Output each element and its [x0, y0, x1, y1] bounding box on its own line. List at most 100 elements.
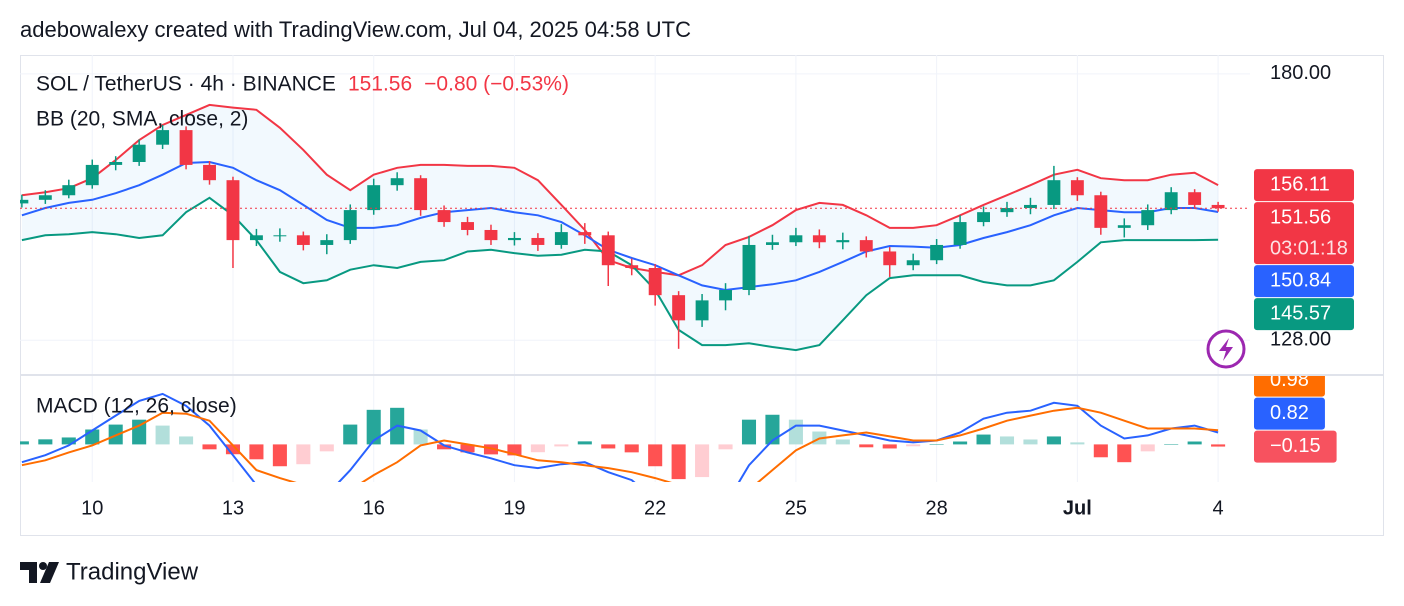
candle	[132, 139, 146, 166]
histogram-bar	[413, 429, 428, 445]
histogram-bar	[1023, 439, 1038, 445]
x-tick-label: 13	[222, 497, 244, 519]
y-tick-label: 180.00	[1270, 62, 1331, 84]
histogram-bar	[1093, 444, 1108, 458]
histogram-bar	[1140, 444, 1155, 452]
candle-body	[859, 240, 873, 252]
candle	[1141, 204, 1155, 230]
candle-body	[296, 235, 310, 245]
alert-icon[interactable]	[1206, 329, 1246, 369]
chart-frame	[20, 55, 1384, 536]
histogram-bar	[1164, 444, 1179, 445]
candle	[977, 206, 990, 227]
candle-body	[977, 212, 990, 223]
candle-body	[1070, 180, 1084, 196]
histogram-bar	[1211, 444, 1226, 447]
histogram-bar	[601, 444, 616, 449]
histogram-bar	[765, 414, 780, 445]
band-basis	[21, 160, 1219, 292]
histogram-bar	[460, 444, 475, 453]
candle-body	[554, 232, 568, 245]
histogram-bar	[648, 444, 663, 467]
candle-body	[38, 195, 52, 200]
candle	[1024, 197, 1037, 215]
candle	[1164, 187, 1178, 215]
logo-t	[20, 562, 37, 583]
histogram-bar	[671, 444, 686, 480]
candle-body	[367, 185, 381, 211]
candle-body	[930, 244, 944, 261]
candle	[625, 258, 639, 276]
candle-body	[742, 244, 756, 291]
logo: TradingView	[20, 558, 199, 585]
histogram-bar	[179, 436, 194, 445]
price-badge: 150.84	[1254, 265, 1354, 298]
candle	[1047, 165, 1061, 210]
grid	[20, 55, 1250, 482]
candle	[62, 179, 76, 199]
candle	[554, 224, 568, 249]
histogram-bar	[835, 439, 850, 445]
badge-label: 145.57	[1270, 302, 1331, 324]
histogram-bar	[976, 434, 991, 445]
candle	[320, 234, 334, 255]
histogram-bar	[999, 436, 1015, 445]
candle	[812, 229, 826, 249]
histogram-bar	[859, 444, 874, 448]
candle	[414, 175, 428, 216]
candle	[1070, 177, 1084, 201]
histogram-bar	[366, 409, 381, 445]
price-axis-badges: 156.11 151.56 03:01:18 150.84 145.57	[1254, 169, 1354, 331]
histogram-bar	[272, 444, 287, 467]
candle	[531, 233, 545, 251]
candle-body	[179, 130, 193, 165]
candle-body	[695, 300, 709, 321]
badge-label: 151.56	[1270, 206, 1331, 228]
badge-bg	[1254, 430, 1337, 463]
histogram-bar	[20, 441, 29, 445]
candle	[672, 291, 686, 349]
candle-body	[578, 232, 592, 236]
histogram-bar	[38, 439, 53, 445]
candle	[249, 228, 263, 247]
candle	[601, 231, 615, 287]
candle-body	[320, 240, 334, 245]
legend-price: 151.56	[348, 73, 412, 96]
x-tick-label: 4	[1213, 497, 1224, 519]
candle-body	[601, 235, 615, 266]
candle	[179, 126, 193, 170]
candle	[906, 253, 920, 271]
histogram-bar	[132, 419, 147, 445]
candle-body	[249, 235, 263, 241]
candle	[226, 176, 240, 268]
logo-v	[40, 562, 59, 583]
candle-body	[672, 295, 686, 321]
x-tick-label: 28	[926, 497, 948, 519]
candle-body	[1117, 225, 1131, 228]
candle-body	[765, 242, 779, 245]
candle-body	[156, 130, 170, 145]
badge-label: 156.11	[1270, 173, 1330, 195]
candle	[1188, 189, 1202, 209]
candle-body	[132, 144, 146, 162]
candle-body	[414, 178, 428, 211]
labels: 10 13 16 19 22 25 28 Jul 4 180.00 128.00 SOL / Teth…	[36, 62, 1331, 519]
price-badge: 151.56 03:01:18	[1254, 202, 1354, 265]
candle	[719, 283, 732, 311]
candle	[789, 227, 803, 247]
histogram-bar	[530, 444, 545, 453]
candle	[1000, 201, 1014, 217]
histogram-bar	[225, 444, 241, 455]
price-badge: 0.98	[1254, 376, 1325, 397]
candle-body	[625, 265, 639, 268]
alert-bolt[interactable]	[1219, 338, 1233, 361]
legend-title: SOL / TetherUS · 4h · BINANCE	[36, 73, 336, 96]
histogram-bar	[343, 424, 358, 445]
badge-bg	[1254, 397, 1325, 430]
histogram-bar	[741, 419, 757, 445]
candle	[1211, 201, 1225, 212]
macd-line	[21, 392, 1219, 482]
candle-body	[719, 290, 732, 301]
histogram-bar	[296, 444, 311, 465]
candle-body	[1024, 204, 1037, 209]
